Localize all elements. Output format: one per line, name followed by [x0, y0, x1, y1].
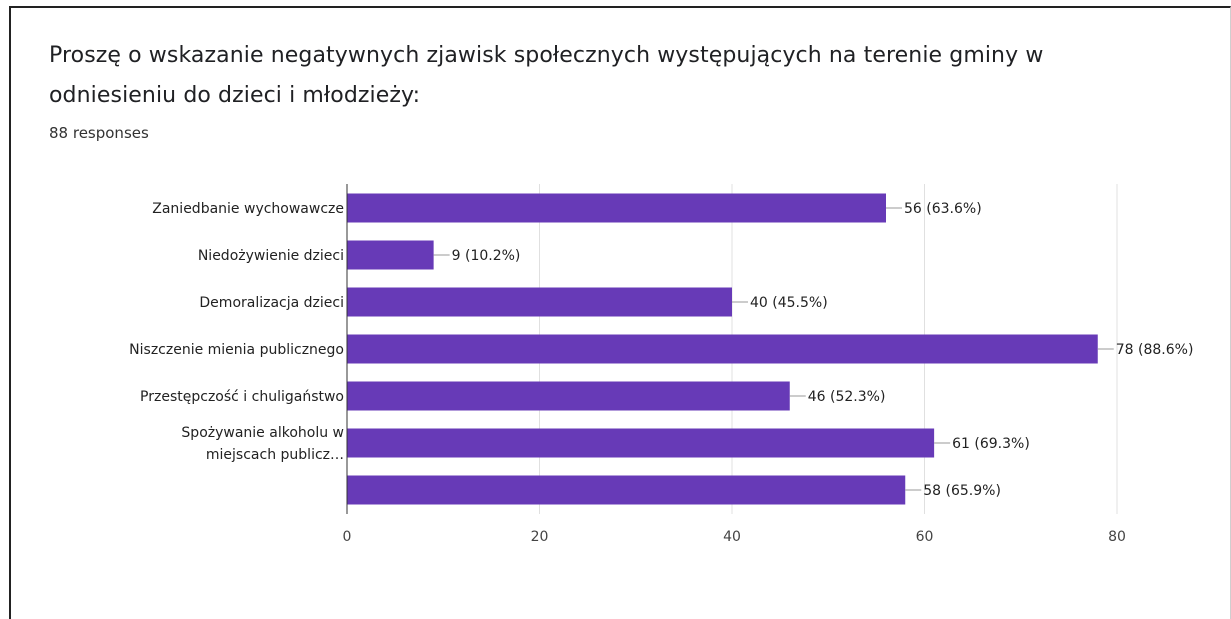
category-label: Przestępczość i chuligaństwo	[140, 389, 344, 405]
bar	[347, 428, 935, 458]
data-label: 61 (69.3%)	[952, 436, 1030, 452]
bar	[347, 240, 434, 270]
bar	[347, 193, 886, 223]
x-tick-label: 80	[1108, 529, 1126, 545]
category-label: Niedożywienie dzieci	[198, 248, 344, 264]
category-label: miejscach publicz…	[206, 447, 344, 463]
data-label: 9 (10.2%)	[452, 248, 521, 264]
responses-count: 88 responses	[49, 124, 149, 142]
bar	[347, 475, 906, 505]
data-label: 46 (52.3%)	[808, 389, 886, 405]
bar	[347, 381, 790, 411]
category-label: Niszczenie mienia publicznego	[129, 342, 344, 358]
data-label: 40 (45.5%)	[750, 295, 828, 311]
bar	[347, 334, 1098, 364]
x-tick-label: 60	[916, 529, 934, 545]
category-label: Spożywanie alkoholu w	[181, 425, 344, 441]
x-tick-label: 0	[343, 529, 352, 545]
data-label: 78 (88.6%)	[1116, 342, 1194, 358]
bar	[347, 287, 732, 317]
data-label: 56 (63.6%)	[904, 201, 982, 217]
category-label: Demoralizacja dzieci	[199, 295, 344, 311]
x-tick-label: 40	[723, 529, 741, 545]
category-label: Zaniedbanie wychowawcze	[152, 201, 344, 217]
data-label: 58 (65.9%)	[923, 483, 1001, 499]
x-tick-label: 20	[531, 529, 549, 545]
question-title: Proszę o wskazanie negatywnych zjawisk s…	[49, 43, 1044, 108]
